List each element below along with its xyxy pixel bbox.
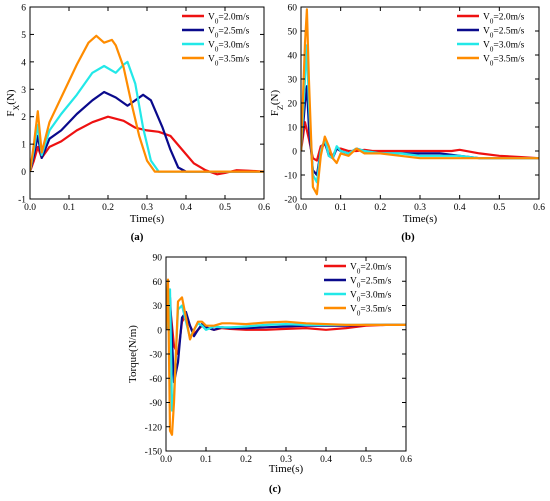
y-tick-label: 5 — [21, 31, 26, 41]
series-line-3 — [30, 60, 264, 173]
y-tick-label: 0 — [21, 168, 26, 178]
x-tick-label: 0.0 — [295, 203, 307, 213]
y-tick-label: 60 — [288, 4, 298, 14]
x-tick-label: 0.4 — [320, 455, 332, 465]
y-tick-label: -60 — [149, 375, 162, 385]
legend-label-4: V0=3.5m/s — [483, 55, 525, 68]
y-tick-label: -30 — [149, 351, 162, 361]
x-axis-label: Time(s) — [269, 463, 304, 475]
legend-label-3: V0=3.0m/s — [483, 41, 525, 54]
x-tick-label: 0.3 — [280, 455, 292, 465]
y-tick-label: 0 — [292, 148, 297, 158]
legend-label-2: V0=2.5m/s — [483, 27, 525, 40]
panel-label: (a) — [131, 231, 144, 243]
y-tick-label: 1 — [21, 141, 26, 151]
legend-label-2: V0=2.5m/s — [350, 277, 392, 290]
x-tick-label: 0.4 — [180, 203, 192, 213]
y-tick-label: -120 — [145, 423, 163, 433]
y-tick-label: 40 — [288, 52, 298, 62]
x-tick-label: 0.1 — [335, 203, 347, 213]
y-tick-label: -1 — [18, 196, 26, 206]
x-tick-label: 0.1 — [63, 203, 75, 213]
x-tick-label: 0.3 — [141, 203, 153, 213]
x-tick-label: 0.2 — [102, 203, 114, 213]
x-tick-label: 0.6 — [533, 203, 545, 213]
y-axis-label: Torque(N/m) — [127, 325, 139, 383]
x-tick-label: 0.0 — [160, 455, 172, 465]
legend-label-1: V0=2.0m/s — [483, 13, 525, 26]
y-tick-label: 50 — [288, 28, 298, 38]
x-tick-label: 0.1 — [200, 455, 212, 465]
x-axis-label: Time(s) — [403, 213, 438, 225]
x-tick-label: 0.5 — [493, 203, 505, 213]
y-tick-label: 30 — [153, 302, 163, 312]
chart-panel-1: 0.0 0.1 0.2 0.3 0.4 0.5 0.6 -1 0 1 2 3 4 5 6 Time(s) FX(… — [5, 4, 270, 244]
y-tick-label: 3 — [21, 86, 26, 96]
series-line-4 — [166, 278, 406, 436]
legend-label-2: V0=2.5m/s — [208, 27, 250, 40]
y-tick-label: 90 — [153, 254, 163, 264]
x-tick-label: 0.6 — [400, 455, 412, 465]
x-tick-label: 0.3 — [414, 203, 426, 213]
y-tick-label: 30 — [288, 76, 298, 86]
y-tick-label: 4 — [21, 58, 26, 68]
x-tick-label: 0.6 — [258, 203, 270, 213]
legend-label-1: V0=2.0m/s — [208, 13, 250, 26]
panel-label: (c) — [269, 483, 282, 495]
series-line-1 — [30, 115, 264, 176]
series-line-4 — [30, 34, 264, 173]
x-axis-label: Time(s) — [130, 213, 165, 225]
series-line-2 — [30, 90, 264, 173]
x-tick-label: 0.5 — [360, 455, 372, 465]
y-tick-label: 20 — [288, 100, 298, 110]
y-tick-label: 0 — [157, 326, 162, 336]
y-axis-label: FZ(N) — [269, 90, 285, 117]
x-tick-label: 0.2 — [374, 203, 386, 213]
legend-label-4: V0=3.5m/s — [208, 55, 250, 68]
x-tick-label: 0.4 — [454, 203, 466, 213]
y-tick-label: -20 — [284, 196, 297, 206]
y-tick-label: 2 — [21, 113, 26, 123]
legend-label-1: V0=2.0m/s — [350, 263, 392, 276]
series-line-4 — [301, 8, 539, 196]
chart-panel-3: 0.0 0.1 0.2 0.3 0.4 0.5 0.6 -150 -120 -90 -60 -30 0 3… — [127, 254, 412, 496]
y-tick-label: 10 — [288, 124, 298, 134]
y-tick-label: -90 — [149, 399, 162, 409]
y-axis-label: FX(N) — [5, 89, 21, 117]
panel-label: (b) — [401, 231, 415, 243]
y-tick-label: 60 — [153, 278, 163, 288]
y-tick-label: -10 — [284, 172, 297, 182]
x-tick-label: 0.2 — [240, 455, 252, 465]
x-tick-label: 0.0 — [24, 203, 36, 213]
chart-panel-2: 0.0 0.1 0.2 0.3 0.4 0.5 0.6 -20 -10 0 10 20 30 40 50 60… — [269, 4, 545, 244]
x-tick-label: 0.5 — [219, 203, 231, 213]
y-tick-label: 6 — [21, 4, 26, 14]
legend-label-3: V0=3.0m/s — [208, 41, 250, 54]
legend-label-3: V0=3.0m/s — [350, 291, 392, 304]
legend-label-4: V0=3.5m/s — [350, 305, 392, 318]
y-tick-label: -150 — [145, 448, 163, 458]
